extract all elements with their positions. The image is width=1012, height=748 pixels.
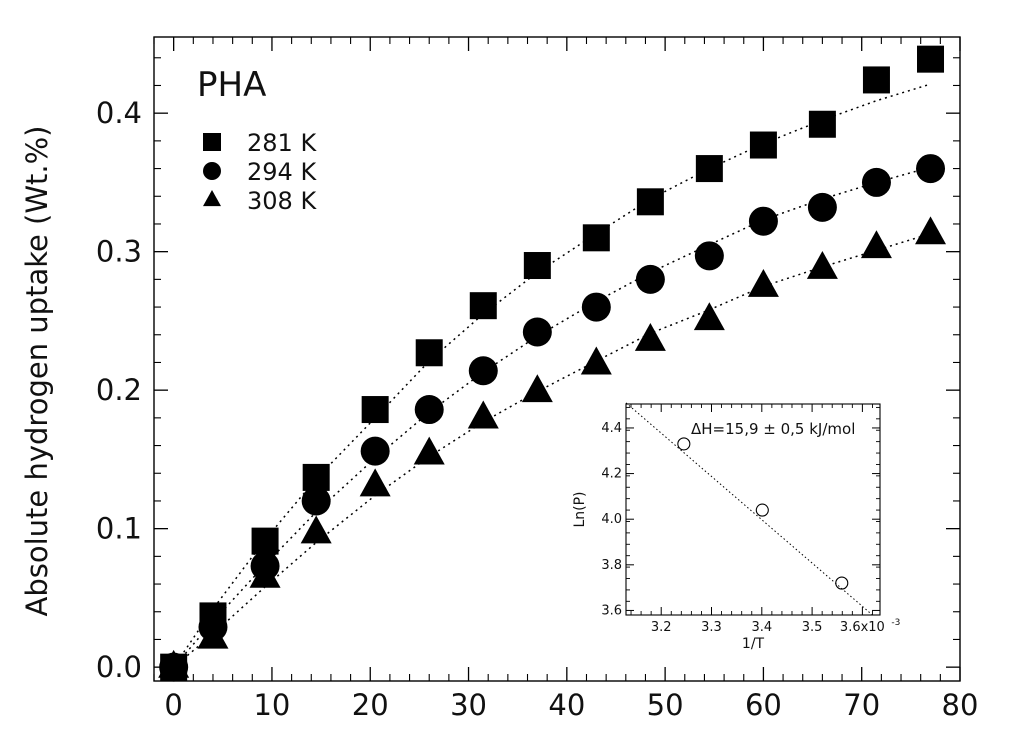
legend-marker-triangle [203,189,221,207]
data-point-square [523,252,551,280]
y-tick-label: 0.1 [96,512,142,546]
inset-x-axis-label: 1/T [742,636,765,652]
x-tick-label: 10 [253,688,290,722]
data-point-square [251,527,279,555]
inset-y-tick-label: 4.0 [601,512,622,527]
legend-label: 294 K [247,158,317,186]
data-point-square [361,396,389,424]
data-point-circle [414,395,444,425]
y-tick-label: 0.3 [96,235,142,269]
chart-title: PHA [197,65,266,105]
data-point-triangle [249,559,281,588]
inset-plot-area: 3.2 3.3 3.4 3.5 3.6x10 3.6 3.8 4.0 4.2 4.4 -3 1/T Ln… [572,402,900,652]
data-point-square [808,110,836,138]
data-point-circle [694,241,724,271]
data-point-triangle [860,230,892,259]
x-tick-label: 50 [647,688,684,722]
inset-y-axis-label: Ln(P) [572,491,588,527]
inset-data-point-open-circle [677,437,691,451]
data-point-square [749,131,777,159]
data-point-triangle [915,216,947,245]
inset-x-tick-label: 3.3 [701,620,722,635]
legend-marker-circle [203,162,221,180]
inset-x-tick-label: 3.4 [751,620,772,635]
data-point-circle [468,356,498,386]
data-point-square [636,188,664,216]
x-tick-label: 60 [745,688,782,722]
data-point-triangle [300,515,332,544]
data-point-square [582,224,610,252]
data-point-triangle [197,620,229,649]
legend-label: 308 K [247,187,317,215]
y-tick-label: 0.2 [96,373,142,407]
y-axis-label: Absolute hydrogen uptake (Wt.%) [20,126,54,617]
data-point-square [695,155,723,183]
data-point-triangle [359,468,391,497]
data-point-circle [748,206,778,236]
inset-x-tick-label: 3.5 [802,620,823,635]
y-tick-label: 0.4 [96,96,142,130]
inset-annotation: ΔH=15,9 ± 0,5 kJ/mol [691,420,855,438]
inset-y-tick-label: 4.4 [601,421,622,436]
x-tick-label: 0 [164,688,182,722]
data-point-circle [301,486,331,516]
data-point-circle [522,317,552,347]
inset-y-tick-label: 3.8 [601,558,622,573]
inset-frame [625,403,881,616]
data-point-square [917,45,945,73]
legend-marker-square [203,133,221,151]
x-tick-label: 30 [450,688,487,722]
data-point-triangle [634,323,666,351]
legend-label: 281 K [247,129,317,157]
data-point-triangle [413,436,445,465]
data-point-circle [807,192,837,222]
data-point-circle [360,436,390,466]
inset-x-tick-label: 3.2 [651,620,672,635]
inset-data-point-open-circle [755,503,769,517]
inset-x-exponent: -3 [891,618,900,628]
data-point-circle [916,154,946,184]
data-point-triangle [580,346,612,375]
data-point-square [469,292,497,320]
data-point-circle [635,264,665,294]
x-tick-label: 70 [843,688,880,722]
data-point-triangle [521,374,553,403]
inset-y-tick-label: 4.2 [601,467,622,482]
inset-x-tick-label: 3.6x10 [840,620,885,635]
data-point-triangle [693,302,725,331]
x-tick-label: 80 [942,688,979,722]
inset-data-point-open-circle [835,576,849,590]
inset-y-tick-label: 3.6 [601,603,622,618]
x-tick-label: 20 [352,688,389,722]
y-tick-label: 0.0 [96,650,142,684]
data-point-square [302,463,330,491]
main-plot-area: 0 10 20 30 40 50 60 70 80 0.0 0.1 0.2 0.3 0.4 Absolute… [20,36,979,722]
data-point-circle [861,167,891,197]
data-point-square [415,339,443,367]
data-point-triangle [467,400,499,429]
x-tick-label: 40 [548,688,585,722]
data-point-triangle [806,250,838,279]
main-plot-frame [153,36,961,682]
data-point-circle [581,292,611,322]
data-point-triangle [747,268,779,297]
data-point-square [862,66,890,94]
data-point-triangle [158,649,190,678]
